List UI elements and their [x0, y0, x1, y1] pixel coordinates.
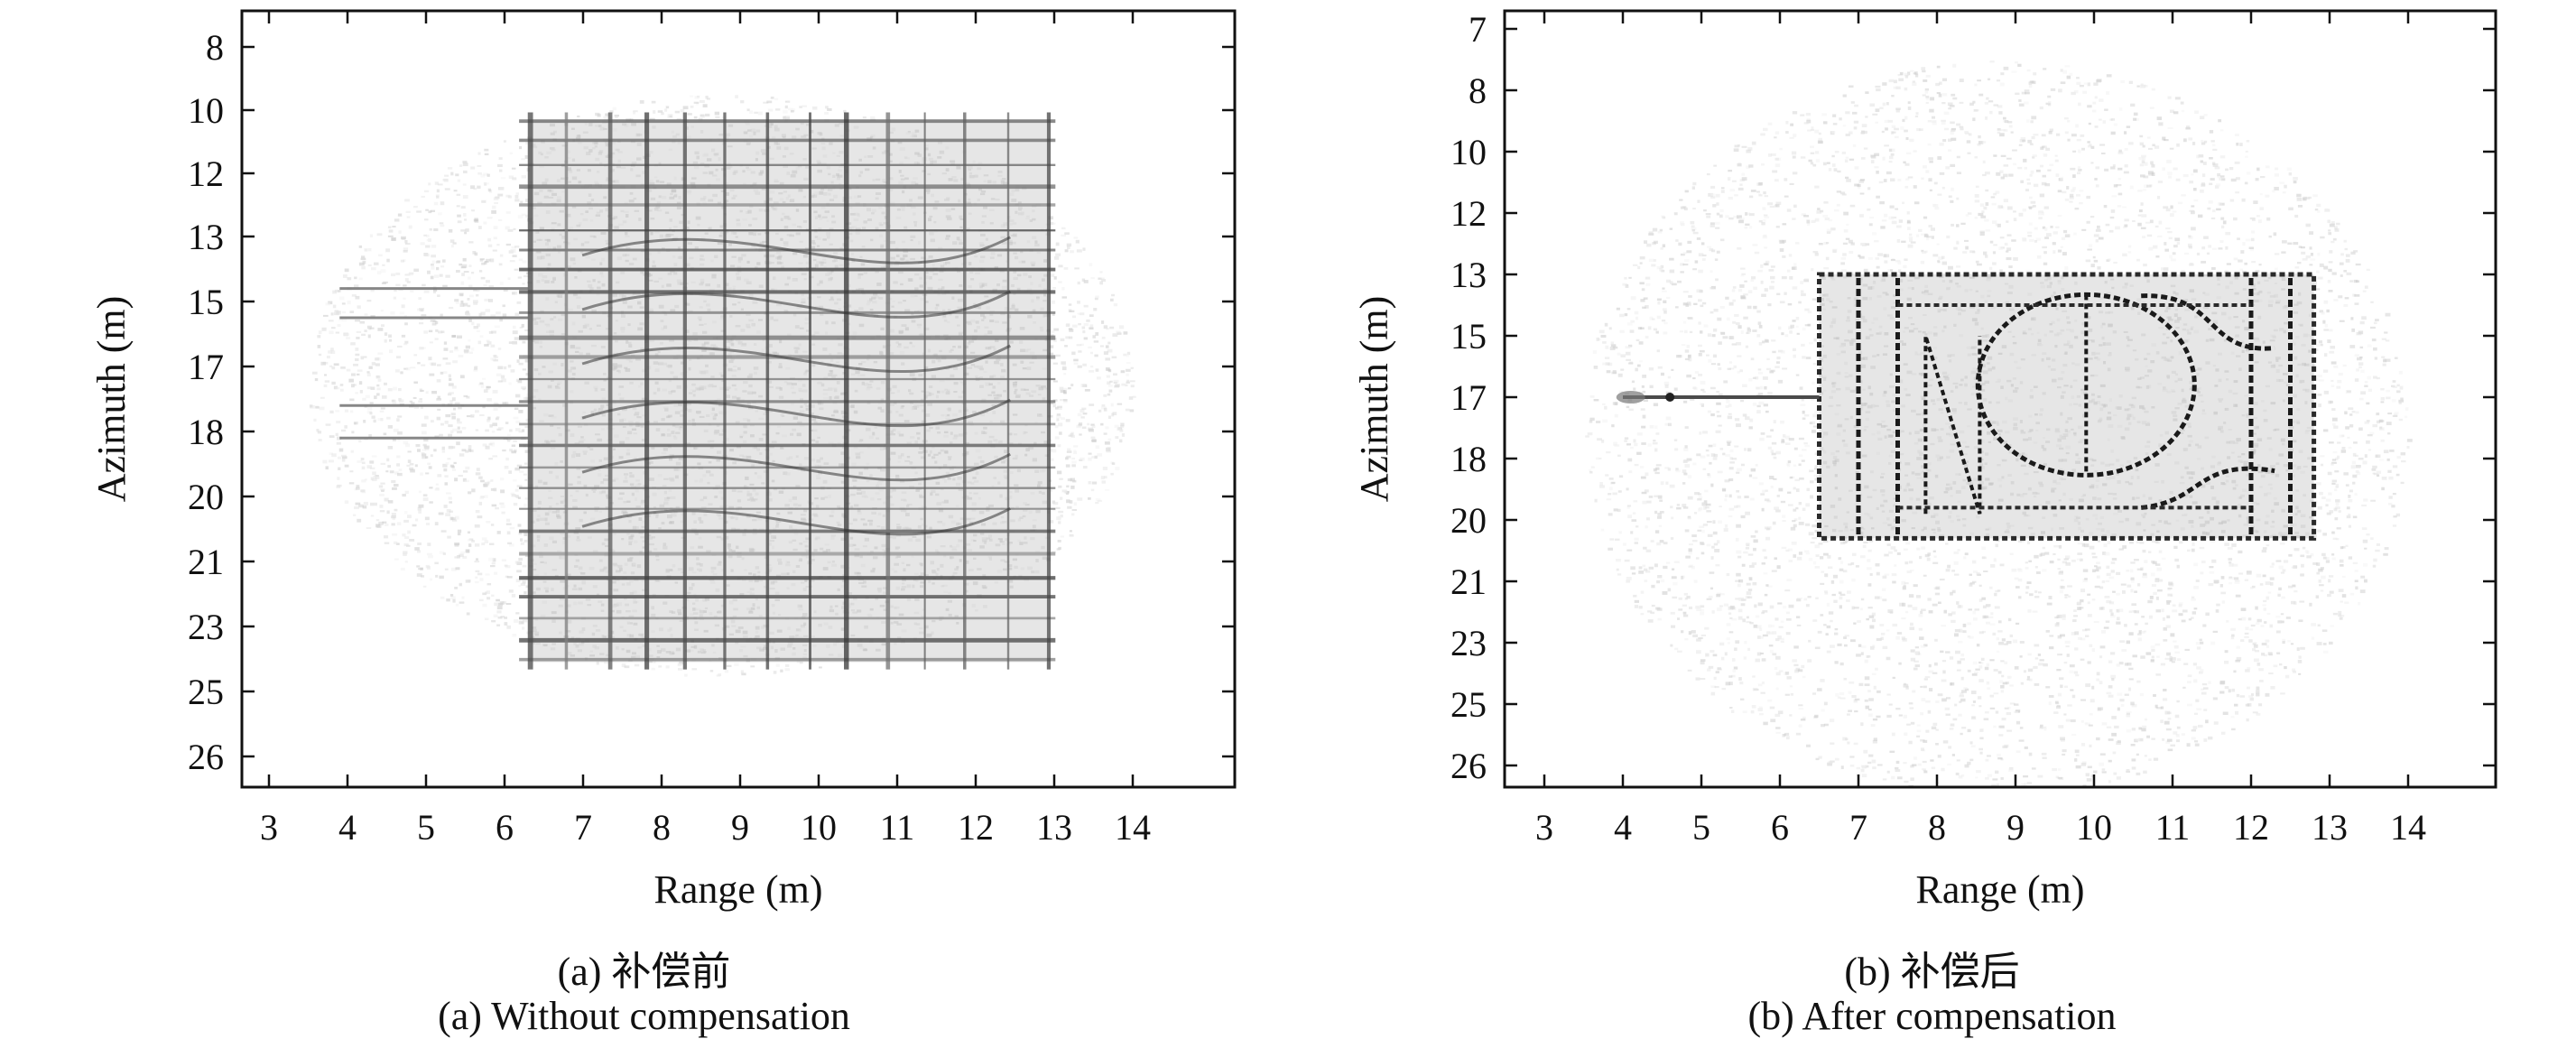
caption-a-cn: (a) 补偿前	[557, 950, 731, 994]
y-tick-label: 21	[1450, 561, 1487, 602]
y-tick-label: 20	[1450, 500, 1487, 541]
x-tick-label: 14	[1115, 807, 1151, 848]
y-tick-label: 20	[188, 477, 224, 517]
y-tick-label: 25	[1450, 684, 1487, 725]
x-tick-label: 7	[574, 807, 592, 848]
x-tick-label: 9	[2006, 807, 2025, 848]
x-tick-label: 9	[731, 807, 749, 848]
x-axis-label: Range (m)	[1916, 867, 2085, 912]
y-tick-label: 13	[188, 217, 224, 257]
x-tick-label: 3	[1535, 807, 1553, 848]
caption-b-cn: (b) 补偿后	[1844, 950, 2020, 994]
y-tick-label: 12	[188, 153, 224, 194]
target-response	[1616, 272, 2317, 541]
y-tick-label: 8	[206, 27, 224, 68]
y-tick-label: 17	[1450, 377, 1487, 418]
y-tick-label: 23	[1450, 623, 1487, 663]
y-tick-label: 26	[1450, 746, 1487, 786]
x-tick-label: 6	[1771, 807, 1789, 848]
x-tick-label: 14	[2390, 807, 2426, 848]
x-tick-label: 7	[1849, 807, 1867, 848]
plot-frame	[240, 9, 1237, 789]
caption-b-en: (b) After compensation	[1747, 994, 2117, 1038]
x-tick-label: 13	[1036, 807, 1072, 848]
y-tick-label: 8	[1469, 70, 1487, 111]
plot-frame	[1503, 9, 2497, 789]
x-tick-label: 10	[2076, 807, 2112, 848]
target-response	[339, 112, 1056, 670]
y-axis-label: Azimuth (m)	[89, 296, 134, 503]
x-tick-label: 4	[338, 807, 357, 848]
y-tick-label: 13	[1450, 255, 1487, 295]
y-tick-label: 10	[188, 90, 224, 131]
y-tick-label: 18	[1450, 439, 1487, 479]
chart-a: 3 4 5 6 7 8 9 10 11 12 13 14 8 10 12 13 15 17 18 20 21 23 25 26…	[89, 9, 1237, 912]
panel-b: 3 4 5 6 7 8 9 10 11 12 13 14 7 8 10 12 13 15 17 18 20 21 23 25 2…	[1288, 0, 2576, 1048]
y-tick-label: 26	[188, 737, 224, 777]
x-tick-label: 3	[260, 807, 278, 848]
x-tick-label: 4	[1614, 807, 1632, 848]
x-tick-label: 13	[2312, 807, 2348, 848]
y-tick-label: 23	[188, 607, 224, 647]
x-axis-label: Range (m)	[654, 867, 823, 912]
x-tick-label: 5	[1692, 807, 1710, 848]
caption-a-en: (a) Without compensation	[438, 994, 850, 1038]
x-tick-label: 8	[1928, 807, 1946, 848]
y-tick-label: 15	[188, 282, 224, 322]
x-tick-label: 6	[496, 807, 514, 848]
y-tick-label: 17	[188, 347, 224, 387]
heatmap-image	[242, 11, 1235, 787]
x-tick-label: 12	[2233, 807, 2269, 848]
heatmap-image	[1505, 11, 2496, 787]
y-tick-label: 25	[188, 672, 224, 712]
x-tick-label: 11	[2155, 807, 2191, 848]
y-tick-label: 18	[188, 412, 224, 452]
panel-a: 3 4 5 6 7 8 9 10 11 12 13 14 8 10 12 13 15 17 18 20 21 23 25 26…	[89, 9, 1237, 1038]
y-tick-label: 21	[188, 542, 224, 582]
x-tick-label: 12	[958, 807, 994, 848]
y-tick-label: 15	[1450, 316, 1487, 357]
x-tick-label: 10	[801, 807, 837, 848]
chart-b: 3 4 5 6 7 8 9 10 11 12 13 14 7 8 10 12 13 15 17 18 20 21 23 25 2…	[1352, 9, 2497, 912]
x-tick-label: 11	[880, 807, 915, 848]
y-tick-label: 12	[1450, 193, 1487, 234]
y-tick-label: 7	[1469, 9, 1487, 50]
y-tick-label: 10	[1450, 132, 1487, 172]
y-axis-label: Azimuth (m)	[1352, 296, 1396, 503]
x-tick-label: 8	[653, 807, 671, 848]
x-tick-label: 5	[417, 807, 435, 848]
